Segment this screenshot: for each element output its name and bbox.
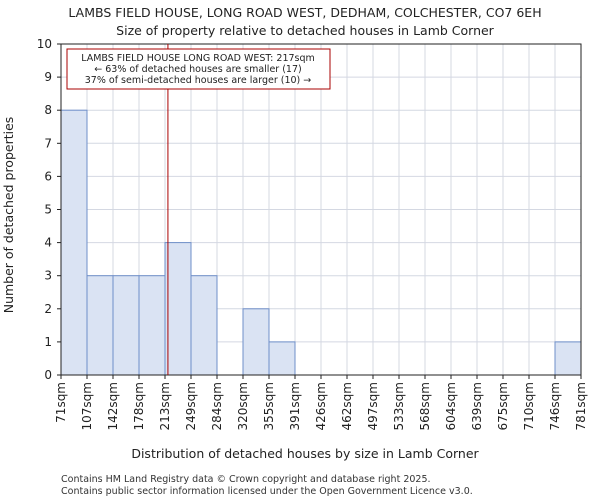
annotation-line-1: LAMBS FIELD HOUSE LONG ROAD WEST: 217sqm xyxy=(81,53,315,64)
y-tick-label: 2 xyxy=(44,302,52,316)
footer-line-2: Contains public sector information licen… xyxy=(61,486,473,497)
annotation-line-2: ← 63% of detached houses are smaller (17… xyxy=(94,64,301,75)
y-tick-label: 4 xyxy=(44,236,52,250)
y-tick-label: 0 xyxy=(44,368,52,382)
bar-71sqm xyxy=(60,109,88,376)
y-tick-label: 3 xyxy=(44,269,52,283)
x-tick-label: 533sqm xyxy=(392,382,406,430)
y-tick-label: 8 xyxy=(44,103,52,117)
x-tick-label: 675sqm xyxy=(496,382,510,430)
x-tick-label: 355sqm xyxy=(262,382,276,430)
bars xyxy=(60,109,582,376)
y-tick-label: 1 xyxy=(44,335,52,349)
x-tick-label: 284sqm xyxy=(210,382,224,430)
bar-746sqm xyxy=(554,341,582,376)
bar-107sqm xyxy=(86,275,114,376)
y-tick-label: 5 xyxy=(44,203,52,217)
x-tick-label: 639sqm xyxy=(470,382,484,430)
bar-213sqm xyxy=(164,242,192,376)
bar-249sqm xyxy=(190,275,218,376)
bar-178sqm xyxy=(138,275,166,376)
x-tick-label: 249sqm xyxy=(184,382,198,430)
x-tick-label: 71sqm xyxy=(54,382,68,423)
x-tick-label: 426sqm xyxy=(314,382,328,430)
y-tick-label: 7 xyxy=(44,136,52,150)
x-tick-label: 391sqm xyxy=(288,382,302,430)
annotation-line-3: 37% of semi-detached houses are larger (… xyxy=(85,75,312,86)
x-tick-label: 213sqm xyxy=(158,382,172,430)
x-tick-label: 320sqm xyxy=(236,382,250,430)
x-tick-label: 746sqm xyxy=(548,382,562,430)
annotation-box: LAMBS FIELD HOUSE LONG ROAD WEST: 217sqm… xyxy=(66,48,331,90)
chart-subtitle: Size of property relative to detached ho… xyxy=(116,23,495,38)
bar-142sqm xyxy=(112,275,140,376)
y-ticks: 0 1 2 3 4 5 6 7 8 9 10 xyxy=(37,37,61,382)
y-tick-label: 9 xyxy=(44,70,52,84)
footer-line-1: Contains HM Land Registry data © Crown c… xyxy=(61,474,431,485)
x-tick-label: 142sqm xyxy=(106,382,120,430)
x-axis-label: Distribution of detached houses by size … xyxy=(131,446,479,461)
y-tick-label: 10 xyxy=(37,37,52,51)
bar-320sqm xyxy=(242,308,270,376)
x-tick-label: 604sqm xyxy=(444,382,458,430)
y-tick-label: 6 xyxy=(44,169,52,183)
x-tick-label: 462sqm xyxy=(340,382,354,430)
plot-frame xyxy=(60,43,582,376)
x-ticks: 71sqm 107sqm 142sqm 178sqm 213sqm 249sqm 284sq… xyxy=(54,375,588,430)
bar-355sqm xyxy=(268,341,296,376)
x-tick-label: 107sqm xyxy=(80,382,94,430)
x-tick-label: 178sqm xyxy=(132,382,146,430)
y-axis-label: Number of detached properties xyxy=(1,117,16,314)
x-tick-label: 781sqm xyxy=(574,382,588,430)
x-tick-label: 710sqm xyxy=(522,382,536,430)
x-tick-label: 568sqm xyxy=(418,382,432,430)
x-tick-label: 497sqm xyxy=(366,382,380,430)
chart-title: LAMBS FIELD HOUSE, LONG ROAD WEST, DEDHA… xyxy=(68,5,541,20)
